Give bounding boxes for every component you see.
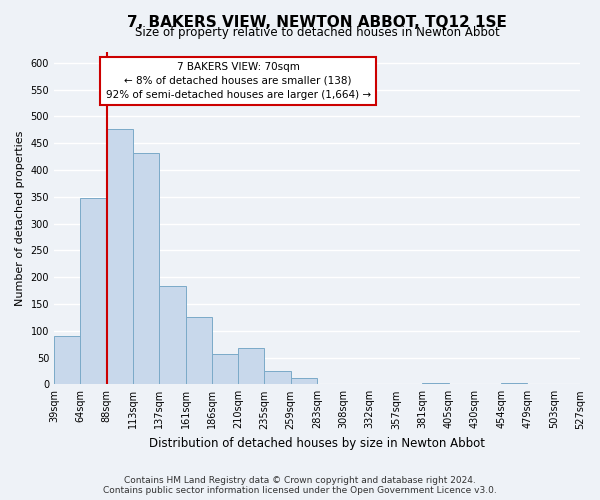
Bar (291, 378, 317, 384)
Text: 7 BAKERS VIEW: 70sqm
← 8% of detached houses are smaller (138)
92% of semi-detac: 7 BAKERS VIEW: 70sqm ← 8% of detached ho… (106, 62, 371, 100)
Bar (133, 153, 159, 384)
Bar (212, 354, 238, 384)
Bar (501, 382, 527, 384)
Bar (159, 286, 185, 384)
Bar (238, 348, 265, 384)
Title: 7, BAKERS VIEW, NEWTON ABBOT, TQ12 1SE: 7, BAKERS VIEW, NEWTON ABBOT, TQ12 1SE (127, 15, 507, 30)
Bar (265, 371, 291, 384)
Bar (107, 129, 133, 384)
Y-axis label: Number of detached properties: Number of detached properties (15, 130, 25, 306)
Bar (54, 336, 80, 384)
Bar (80, 198, 107, 384)
Bar (185, 317, 212, 384)
X-axis label: Distribution of detached houses by size in Newton Abbot: Distribution of detached houses by size … (149, 437, 485, 450)
Text: Contains HM Land Registry data © Crown copyright and database right 2024.
Contai: Contains HM Land Registry data © Crown c… (103, 476, 497, 495)
Bar (422, 382, 449, 384)
Text: Size of property relative to detached houses in Newton Abbot: Size of property relative to detached ho… (134, 26, 499, 38)
